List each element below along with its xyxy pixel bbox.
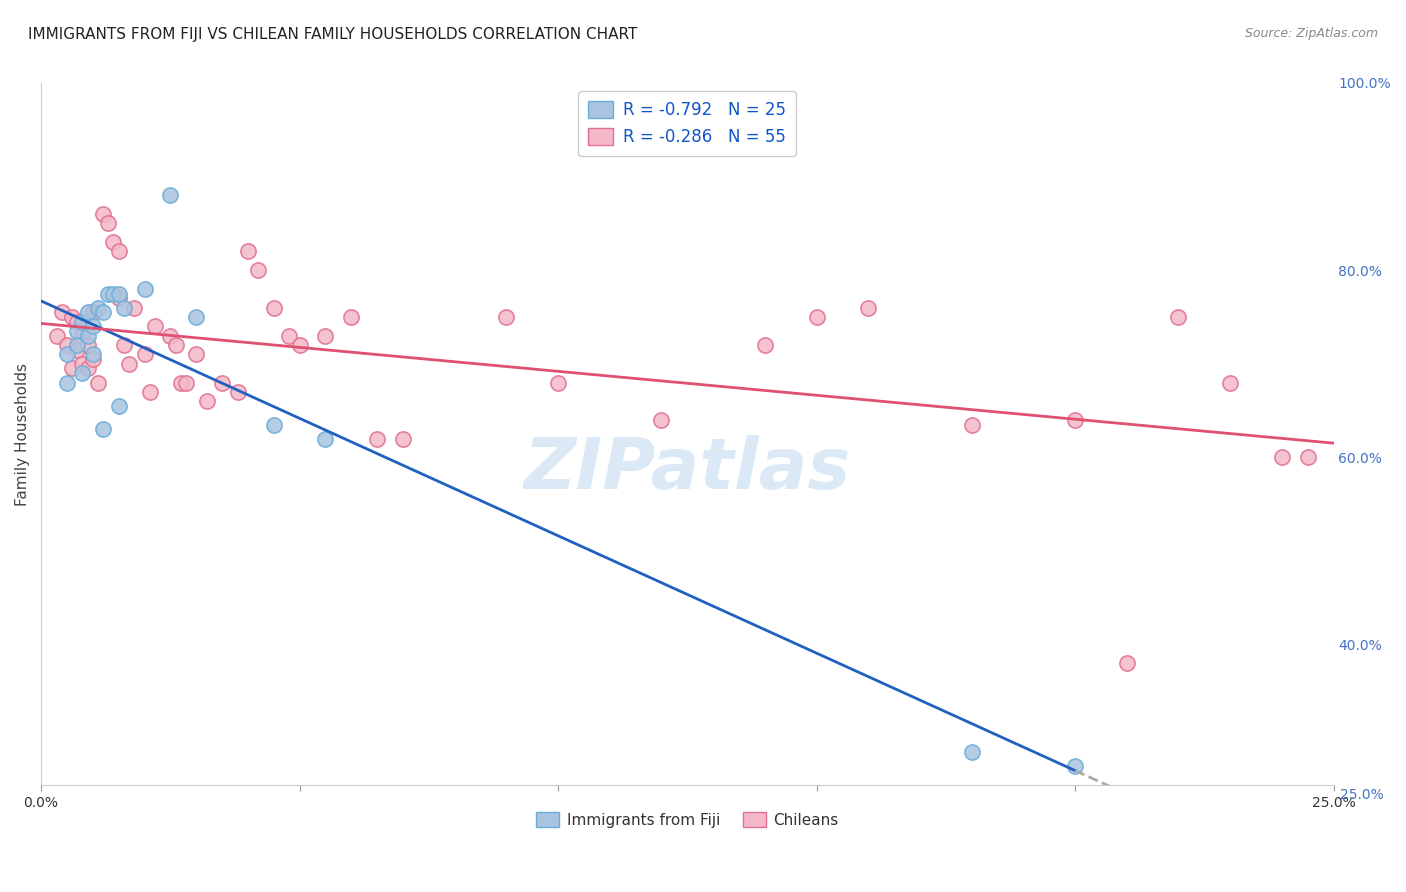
Point xyxy=(56,338,79,352)
Point xyxy=(1219,376,1241,390)
Point xyxy=(91,207,114,221)
Point xyxy=(122,301,145,315)
Point xyxy=(314,432,336,446)
Point xyxy=(1167,310,1189,324)
Point xyxy=(97,286,120,301)
Point xyxy=(165,338,187,352)
Point xyxy=(97,216,120,230)
Point xyxy=(72,315,94,329)
Point xyxy=(366,432,388,446)
Point xyxy=(263,417,285,432)
Point xyxy=(186,347,208,361)
Point xyxy=(72,357,94,371)
Point xyxy=(112,338,135,352)
Point xyxy=(107,399,129,413)
Legend: Immigrants from Fiji, Chileans: Immigrants from Fiji, Chileans xyxy=(530,805,845,834)
Point xyxy=(1271,450,1294,465)
Point xyxy=(82,319,104,334)
Text: 25.0%: 25.0% xyxy=(1340,788,1385,802)
Point xyxy=(118,357,141,371)
Text: Source: ZipAtlas.com: Source: ZipAtlas.com xyxy=(1244,27,1378,40)
Point xyxy=(340,310,363,324)
Point xyxy=(134,347,156,361)
Point xyxy=(211,376,233,390)
Point xyxy=(1296,450,1319,465)
Point xyxy=(174,376,197,390)
Point xyxy=(806,310,828,324)
Point xyxy=(195,394,218,409)
Point xyxy=(107,244,129,259)
Point xyxy=(45,328,67,343)
Point xyxy=(87,376,110,390)
Point xyxy=(263,301,285,315)
Point xyxy=(103,235,125,249)
Point xyxy=(650,413,672,427)
Point xyxy=(960,745,983,759)
Point xyxy=(138,384,160,399)
Point xyxy=(76,328,98,343)
Point xyxy=(72,366,94,380)
Point xyxy=(87,301,110,315)
Point xyxy=(134,282,156,296)
Point xyxy=(278,328,301,343)
Point xyxy=(1064,413,1087,427)
Point xyxy=(91,305,114,319)
Text: ZIPatlas: ZIPatlas xyxy=(523,434,851,504)
Point xyxy=(82,305,104,319)
Point xyxy=(76,361,98,376)
Point xyxy=(91,422,114,436)
Point xyxy=(76,338,98,352)
Point xyxy=(1064,759,1087,773)
Point xyxy=(226,384,249,399)
Point xyxy=(159,188,181,202)
Point xyxy=(247,263,270,277)
Point xyxy=(112,301,135,315)
Point xyxy=(960,417,983,432)
Point xyxy=(107,291,129,305)
Text: IMMIGRANTS FROM FIJI VS CHILEAN FAMILY HOUSEHOLDS CORRELATION CHART: IMMIGRANTS FROM FIJI VS CHILEAN FAMILY H… xyxy=(28,27,637,42)
Point xyxy=(288,338,311,352)
Point xyxy=(314,328,336,343)
Point xyxy=(495,310,517,324)
Point xyxy=(236,244,259,259)
Point xyxy=(547,376,569,390)
Point xyxy=(66,315,89,329)
Point xyxy=(103,286,125,301)
Point xyxy=(60,310,83,324)
Point xyxy=(66,343,89,357)
Point xyxy=(170,376,193,390)
Point xyxy=(143,319,166,334)
Point xyxy=(858,301,880,315)
Point xyxy=(754,338,776,352)
Point xyxy=(72,328,94,343)
Point xyxy=(82,352,104,367)
Point xyxy=(66,338,89,352)
Point xyxy=(66,324,89,338)
Point xyxy=(76,305,98,319)
Point xyxy=(56,347,79,361)
Point xyxy=(107,286,129,301)
Y-axis label: Family Households: Family Households xyxy=(15,362,30,506)
Point xyxy=(82,347,104,361)
Point xyxy=(56,376,79,390)
Point xyxy=(186,310,208,324)
Point xyxy=(51,305,73,319)
Point xyxy=(60,361,83,376)
Point xyxy=(159,328,181,343)
Point xyxy=(392,432,415,446)
Point xyxy=(1115,657,1137,671)
